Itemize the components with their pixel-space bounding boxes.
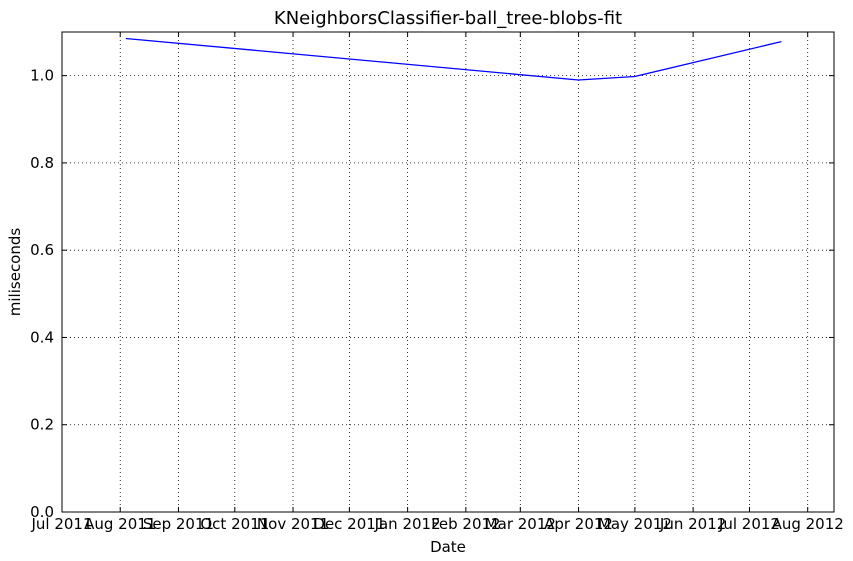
y-axis-label: miliseconds [6,228,24,317]
x-tick-label: Sep 2011 [143,515,214,533]
y-tick-labels: 0.0 0.2 0.4 0.6 0.8 1.0 [30,67,54,521]
x-tick-label: Dec 2011 [313,515,385,533]
plot-area-frame [61,31,835,513]
series-layer [125,37,782,81]
x-tick-label: Jul 2012 [718,515,780,533]
tick-marks [61,32,834,513]
x-axis-label: Date [430,538,466,556]
x-tick-label: Feb 2012 [431,515,501,533]
grid [61,32,834,513]
series-line [125,37,782,81]
y-tick-label: 0.6 [30,241,54,259]
x-tick-label: Jan 2012 [374,515,441,533]
y-tick-label: 0.2 [30,416,54,434]
y-tick-label: 0.8 [30,154,54,172]
y-tick-label: 0.0 [30,503,54,521]
x-tick-label: Nov 2011 [257,515,329,533]
x-tick-label: Apr 2012 [544,515,613,533]
x-tick-label: Oct 2011 [200,515,269,533]
x-tick-label: Aug 2012 [772,515,844,533]
x-tick-label: Mar 2012 [485,515,556,533]
chart-title: KNeighborsClassifier-ball_tree-blobs-fit [274,8,622,29]
y-tick-label: 0.4 [30,328,54,346]
x-tick-label: Jul 2011 [30,515,92,533]
y-tick-label: 1.0 [30,67,54,85]
x-tick-label: Aug 2011 [84,515,156,533]
x-tick-label: Jun 2012 [659,515,726,533]
x-tick-label: May 2012 [598,515,672,533]
